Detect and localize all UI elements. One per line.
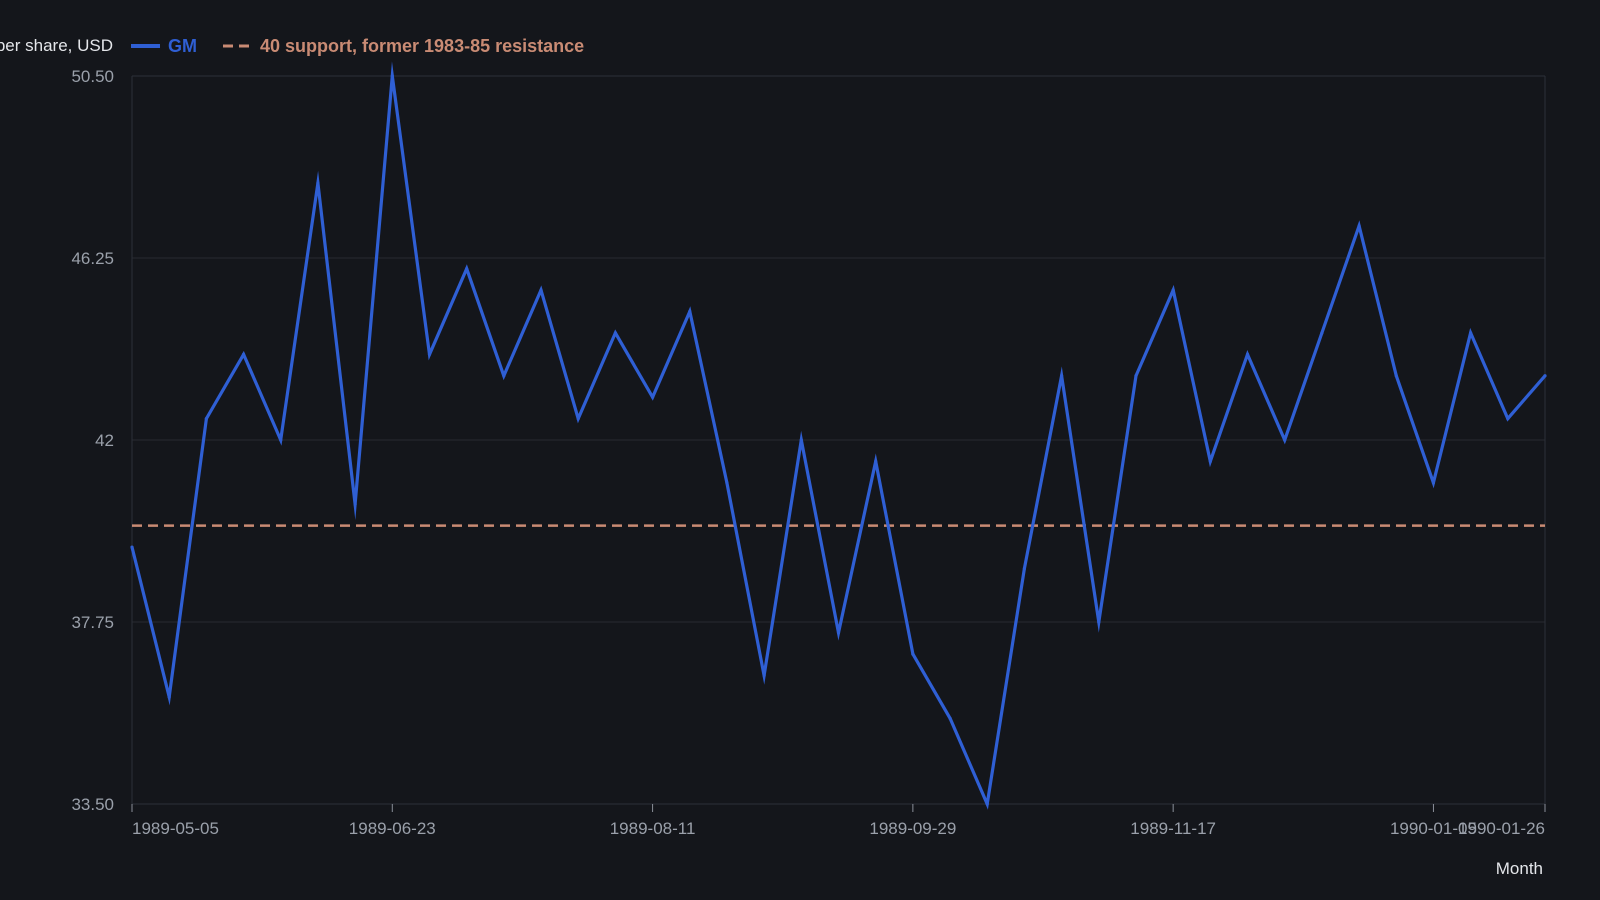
data-point: [613, 331, 617, 335]
x-tick-label: 1989-11-17: [1130, 819, 1216, 838]
x-tick-label: 1989-06-23: [349, 819, 436, 838]
series-layer: [130, 61, 1547, 810]
data-point: [948, 716, 952, 720]
data-point: [502, 374, 506, 378]
legend: Price per share, USD GM 40 support, form…: [0, 36, 584, 56]
data-point: [1394, 374, 1398, 378]
data-point: [650, 395, 655, 399]
data-point: [167, 695, 171, 699]
legend-label-gm: GM: [168, 36, 197, 56]
x-tick-label: 1989-08-11: [610, 819, 696, 838]
data-point: [427, 352, 432, 356]
y-tick-label: 37.75: [71, 613, 114, 632]
y-tick-label: 42: [95, 431, 114, 450]
data-point: [130, 545, 134, 549]
data-point: [874, 459, 878, 464]
data-point: [1543, 374, 1547, 378]
data-point: [316, 181, 320, 185]
y-axis-title: Price per share, USD: [0, 36, 113, 55]
data-point: [390, 74, 394, 78]
data-point: [1022, 566, 1027, 571]
data-point: [762, 673, 766, 678]
x-tick-label: 1989-09-29: [869, 819, 956, 838]
data-point: [1357, 224, 1361, 228]
data-point: [985, 802, 989, 806]
data-point: [1171, 288, 1175, 292]
legend-label-reference: 40 support, former 1983-85 resistance: [260, 36, 584, 56]
grid: [132, 75, 1545, 805]
data-point: [539, 288, 543, 292]
data-point: [279, 438, 283, 442]
data-point: [688, 309, 692, 314]
data-point: [1208, 459, 1212, 464]
y-tick-label: 46.25: [71, 249, 114, 268]
data-point: [1060, 374, 1064, 378]
data-point: [836, 631, 841, 635]
data-point: [465, 267, 469, 271]
x-tick-label: 1990-01-05: [1390, 819, 1477, 838]
x-tick-label: 1990-01-26: [1458, 819, 1545, 838]
x-tick-label: 1989-05-05: [132, 819, 219, 838]
data-point: [799, 438, 803, 442]
data-point: [1134, 374, 1138, 378]
data-point: [1097, 620, 1101, 624]
data-point: [1320, 331, 1324, 335]
data-point: [1245, 352, 1250, 356]
y-tick-label: 50.50: [71, 67, 114, 86]
data-point: [204, 416, 208, 421]
data-point: [911, 652, 915, 656]
axis-layer: 33.50 37.75 42 46.25 50.50 1989-05-05 1989-06-…: [71, 67, 1546, 838]
data-point: [353, 502, 357, 506]
plot-frame: [131, 75, 1546, 805]
y-tick-label: 33.50: [71, 795, 114, 814]
data-point: [1283, 438, 1287, 442]
data-point: [1431, 481, 1436, 485]
data-point: [576, 416, 580, 421]
data-point: [241, 352, 246, 356]
data-point: [725, 481, 729, 485]
data-point: [1506, 416, 1510, 421]
x-axis-title: Month: [1496, 859, 1543, 878]
data-point: [1469, 331, 1473, 335]
